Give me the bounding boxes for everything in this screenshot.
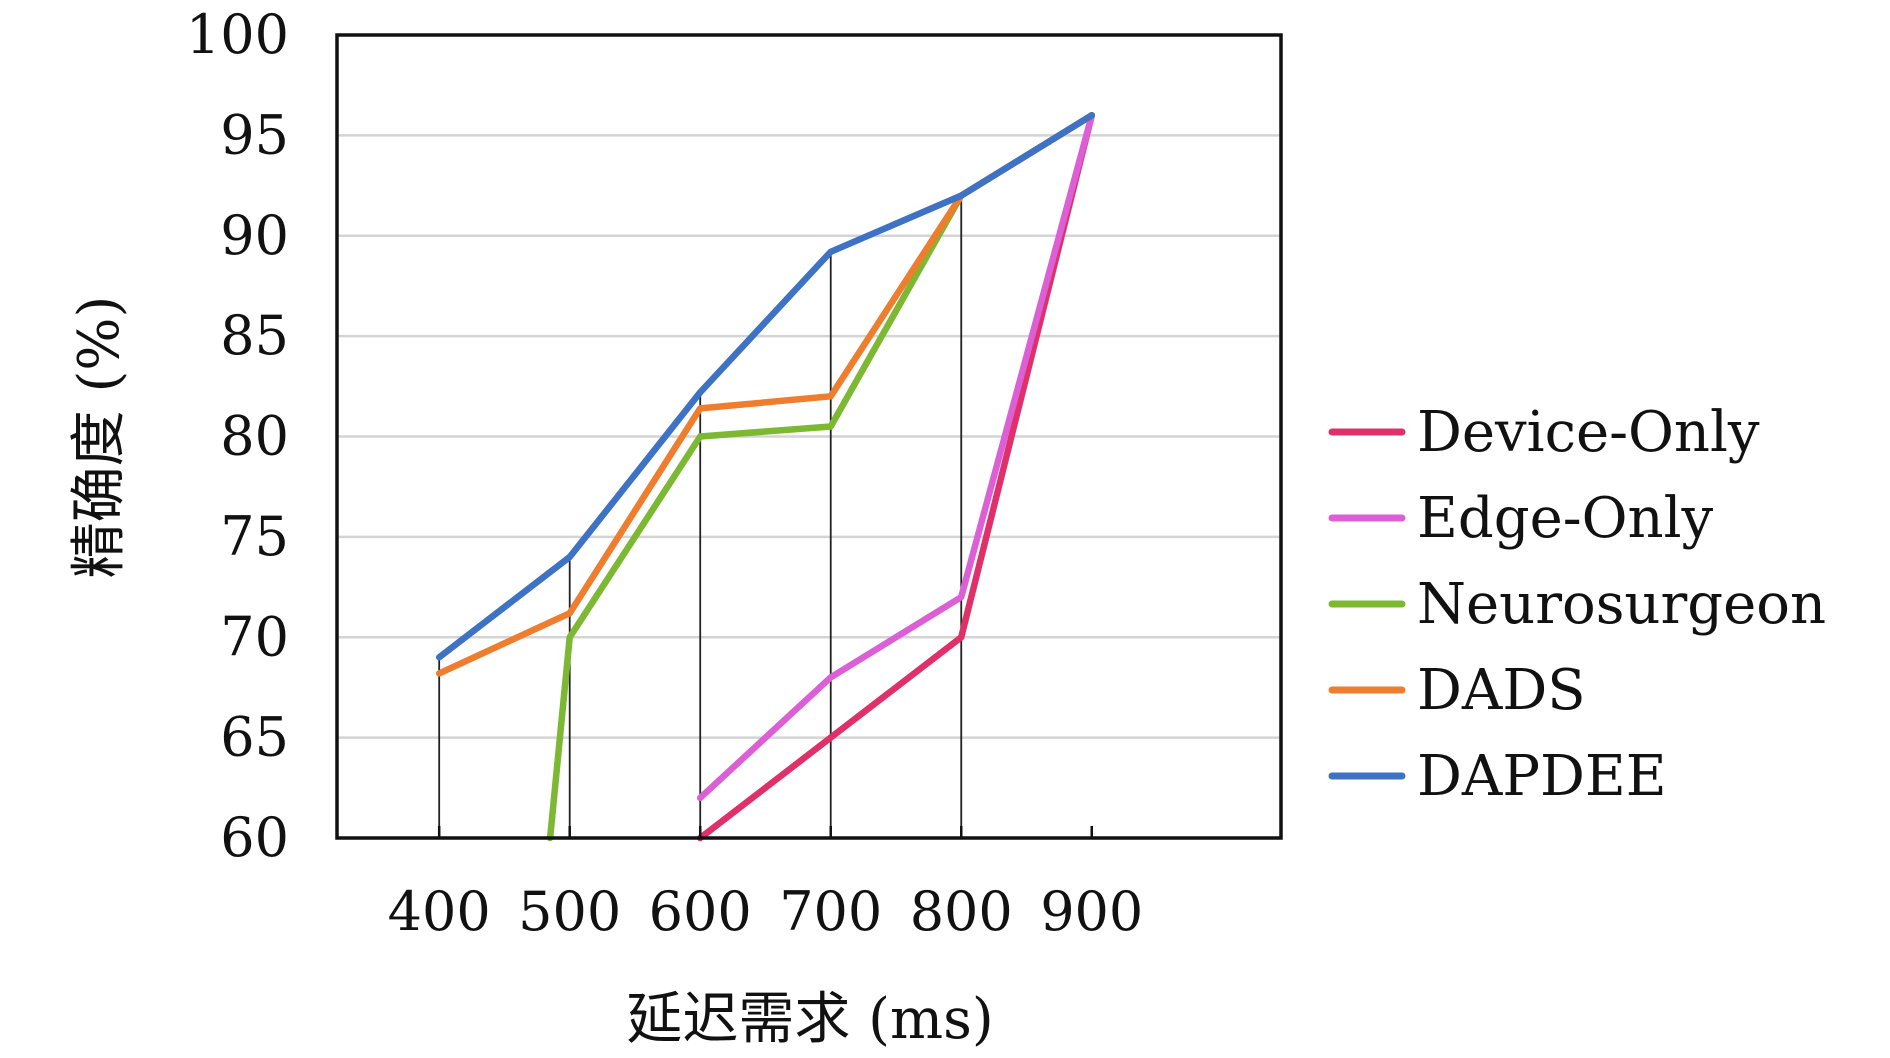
x-tick-labels: 400 500 600 700 800 900 [388,880,1144,943]
y-tick-label: 80 [220,405,289,468]
x-axis-title: 延迟需求 (ms) [626,987,993,1052]
x-tick-label: 600 [649,880,752,943]
grid-lines [337,134,1281,739]
series-line-dapdee [435,112,1096,661]
y-tick-label: 100 [186,3,289,66]
x-tick-marks [437,826,1094,838]
legend-label-device-only: Device-Only [1417,400,1760,465]
x-tick-label: 400 [388,880,491,943]
y-tick-label: 85 [220,304,289,367]
legend-label-edge-only: Edge-Only [1417,486,1714,551]
x-tick-label: 500 [518,880,621,943]
series-line-edge-only [696,112,1096,802]
plot-frame [335,33,1283,840]
y-tick-label: 90 [220,204,289,267]
x-tick-label: 700 [779,880,882,943]
legend-label-dapdee: DAPDEE [1417,744,1667,809]
legend-label-neurosurgeon: Neurosurgeon [1417,572,1826,637]
series-line-dads [435,112,1096,677]
drop-lines [438,195,963,838]
series-line-device-only [696,112,1096,842]
x-tick-label: 800 [910,880,1013,943]
y-tick-labels: 60 65 70 75 80 85 90 95 100 [186,3,289,869]
series-lines [435,112,1096,842]
y-tick-label: 95 [220,103,289,166]
y-tick-label: 70 [220,605,289,668]
legend: Device-Only Edge-Only Neurosurgeon DADS DAPD… [1328,400,1826,809]
x-tick-label: 900 [1040,880,1143,943]
y-tick-label: 75 [220,505,289,568]
y-tick-label: 60 [220,806,289,869]
y-axis-title: 精确度 (%) [67,296,132,579]
legend-label-dads: DADS [1417,658,1586,723]
y-tick-label: 65 [220,706,289,769]
